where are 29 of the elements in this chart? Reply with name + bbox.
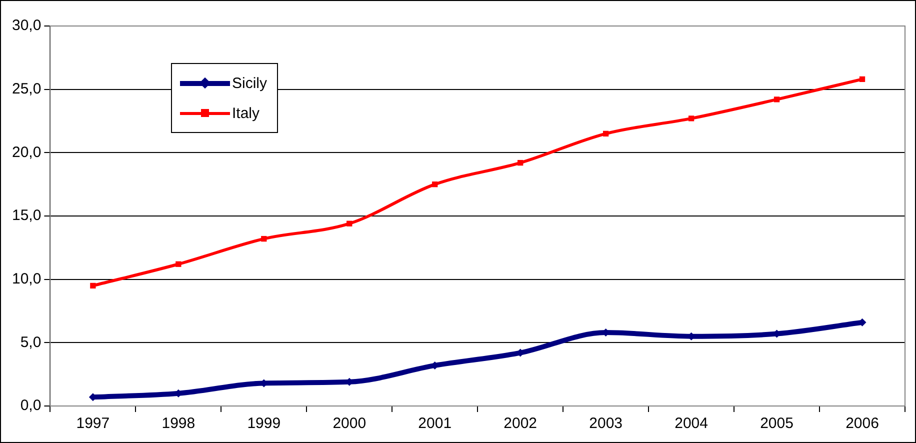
y-tick-label: 15,0 [12,207,42,224]
legend-label: Italy [232,104,260,122]
y-tick-label: 0,0 [20,397,42,414]
x-tick-label: 2004 [674,415,708,432]
y-tick-label: 25,0 [12,80,42,98]
x-tick-label: 2005 [760,415,794,432]
x-tick-label: 2003 [589,415,623,432]
point [176,261,182,267]
y-tick-label: 20,0 [12,144,42,161]
point [261,236,267,242]
point [346,220,352,226]
point [602,130,609,136]
x-tick-label: 2002 [504,415,538,432]
x-tick-label: 1998 [162,415,196,432]
x-tick-label: 1997 [76,415,110,432]
y-tick-label: 30,0 [12,17,42,34]
point [859,76,866,82]
point [432,182,438,188]
x-tick-label: 1999 [247,415,281,432]
x-tick-label: 2006 [846,415,879,432]
x-tick-label: 2001 [418,415,452,432]
point [518,160,524,166]
point [90,282,96,288]
legend-label: Sicily [232,74,268,92]
point [774,96,780,102]
y-tick-label: 10,0 [12,270,42,288]
point [688,116,694,122]
x-tick-label: 2000 [332,415,366,432]
y-tick-label: 5,0 [20,334,42,351]
